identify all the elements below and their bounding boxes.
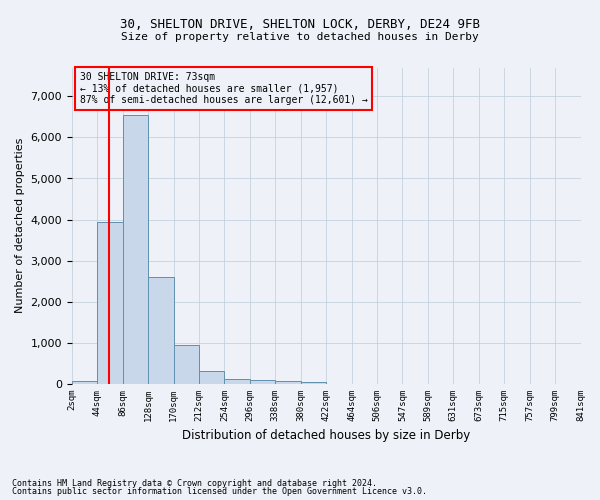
Bar [224, 380, 250, 384]
Bar [72, 381, 97, 384]
X-axis label: Distribution of detached houses by size in Derby: Distribution of detached houses by size … [182, 430, 470, 442]
Bar [301, 382, 326, 384]
Y-axis label: Number of detached properties: Number of detached properties [15, 138, 25, 314]
Bar [275, 381, 301, 384]
Text: Size of property relative to detached houses in Derby: Size of property relative to detached ho… [121, 32, 479, 42]
Text: Contains public sector information licensed under the Open Government Licence v3: Contains public sector information licen… [12, 487, 427, 496]
Bar [123, 115, 148, 384]
Bar [199, 372, 224, 384]
Text: Contains HM Land Registry data © Crown copyright and database right 2024.: Contains HM Land Registry data © Crown c… [12, 478, 377, 488]
Bar [173, 345, 199, 384]
Bar [97, 222, 123, 384]
Bar [148, 277, 173, 384]
Text: 30 SHELTON DRIVE: 73sqm
← 13% of detached houses are smaller (1,957)
87% of semi: 30 SHELTON DRIVE: 73sqm ← 13% of detache… [80, 72, 367, 106]
Bar [250, 380, 275, 384]
Text: 30, SHELTON DRIVE, SHELTON LOCK, DERBY, DE24 9FB: 30, SHELTON DRIVE, SHELTON LOCK, DERBY, … [120, 18, 480, 30]
